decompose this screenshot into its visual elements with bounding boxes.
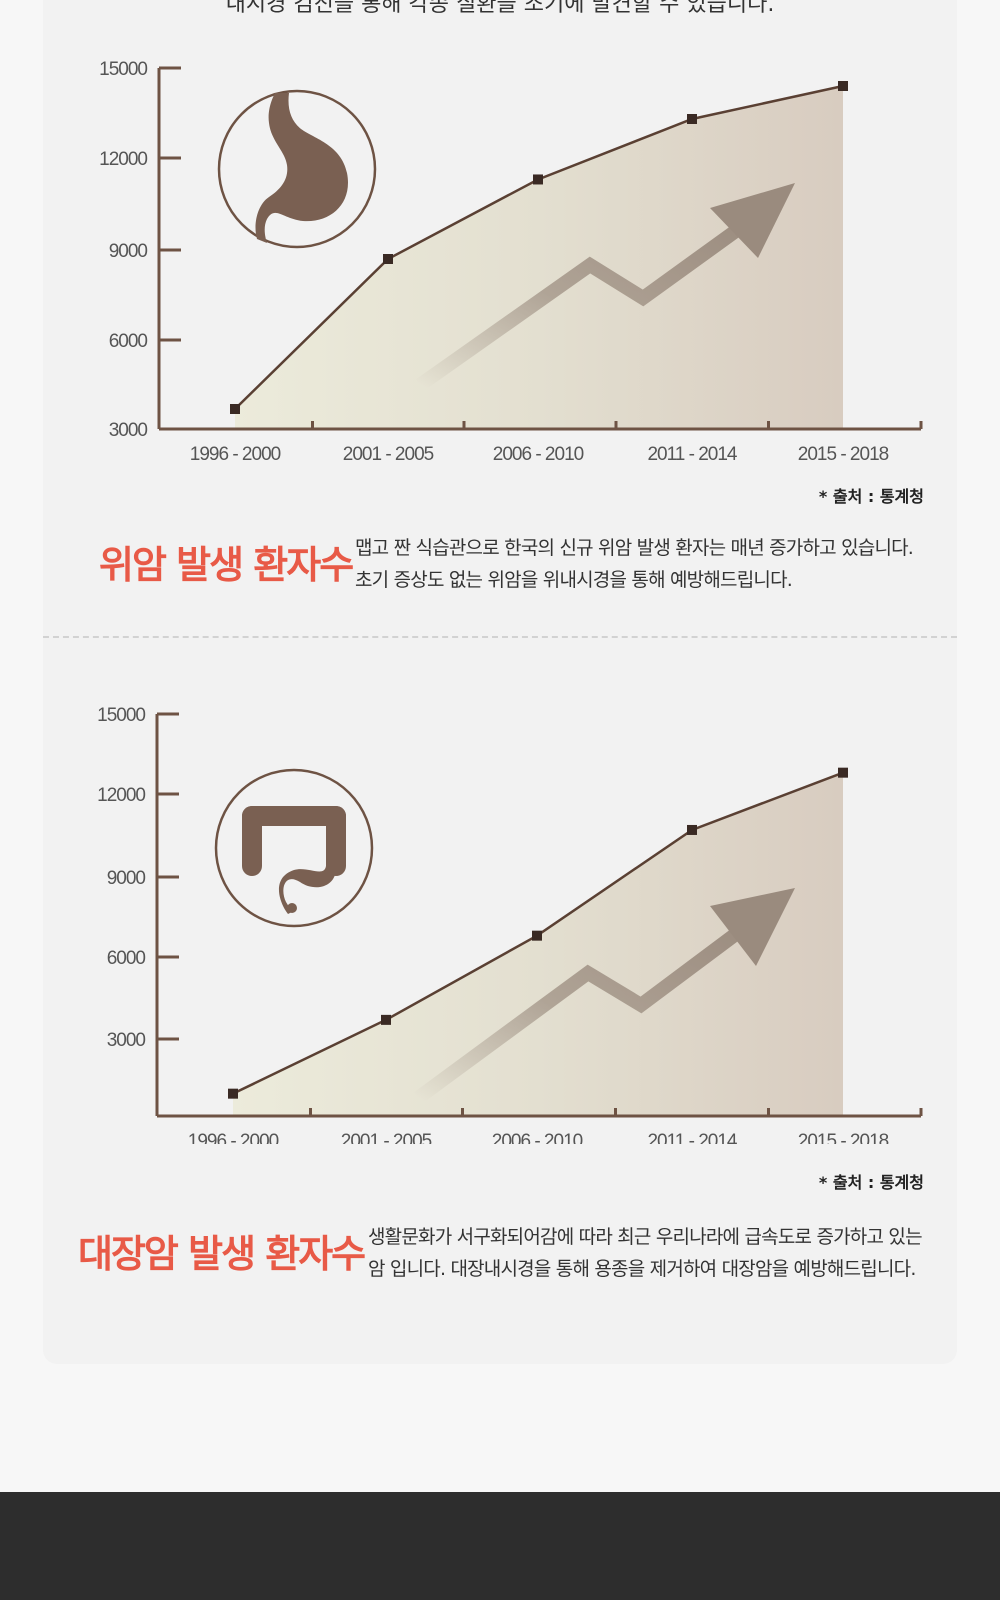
source-note: * 출처 : 통계청 bbox=[818, 1173, 924, 1192]
y-tick-label: 9000 bbox=[107, 868, 146, 889]
data-point bbox=[228, 1088, 238, 1099]
chart-description: 맵고 짠 식습관으로 한국의 신규 위암 발생 환자는 매년 증가하고 있습니다… bbox=[355, 532, 914, 596]
y-tick-label: 12000 bbox=[97, 785, 145, 806]
top-caption: 내시경 검진을 통해 각종 질환을 조기에 발견할 수 있습니다. bbox=[225, 0, 775, 17]
footer-bar bbox=[0, 1492, 1000, 1600]
area-fill bbox=[233, 772, 843, 1116]
x-tick-label: 2015 - 2018 bbox=[798, 444, 889, 465]
trend-up-arrow-icon bbox=[413, 888, 795, 1104]
data-point bbox=[230, 404, 240, 414]
description-line: 생활문화가 서구화되어감에 따라 최근 우리나라에 급속도로 증가하고 있는 bbox=[368, 1226, 923, 1248]
colon-cancer-chart: 15000 12000 9000 6000 3000 1996 - 2000 2001 - … bbox=[97, 705, 923, 1144]
x-tick-label: 1996 - 2000 bbox=[190, 444, 281, 465]
trend-up-arrow-icon bbox=[415, 183, 795, 391]
colon-icon bbox=[214, 768, 374, 928]
description-line: 초기 증상도 없는 위암을 위내시경을 통해 예방해드립니다. bbox=[355, 569, 793, 591]
data-point bbox=[532, 930, 542, 941]
source-note: * 출처 : 통계청 bbox=[818, 487, 924, 506]
x-tick-label: 2001 - 2005 bbox=[341, 1131, 432, 1144]
y-tick-label: 9000 bbox=[109, 241, 148, 262]
data-point bbox=[381, 1014, 391, 1025]
y-tick-label: 6000 bbox=[109, 331, 148, 352]
stomach-cancer-chart: 15000 12000 9000 6000 3000 1996 - 2000 2001 - … bbox=[99, 59, 923, 465]
x-tick-label: 2006 - 2010 bbox=[493, 444, 584, 465]
section-divider bbox=[43, 636, 957, 638]
area-fill bbox=[235, 86, 843, 429]
x-tick-label: 2011 - 2014 bbox=[647, 444, 737, 465]
data-point bbox=[838, 767, 848, 778]
data-point bbox=[687, 114, 697, 124]
y-tick-label: 3000 bbox=[109, 420, 148, 441]
y-tick-label: 12000 bbox=[99, 149, 147, 170]
x-tick-label: 2011 - 2014 bbox=[647, 1131, 737, 1144]
data-point bbox=[687, 824, 697, 835]
description-line: 암 입니다. 대장내시경을 통해 용종을 제거하여 대장암을 예방해드립니다. bbox=[368, 1258, 916, 1280]
description-line: 맵고 짠 식습관으로 한국의 신규 위암 발생 환자는 매년 증가하고 있습니다… bbox=[355, 537, 914, 559]
y-tick-label: 15000 bbox=[97, 705, 145, 726]
y-tick-label: 3000 bbox=[107, 1030, 146, 1051]
x-tick-label: 2015 - 2018 bbox=[798, 1131, 889, 1144]
stomach-icon bbox=[217, 89, 377, 249]
x-tick-label: 2001 - 2005 bbox=[343, 444, 434, 465]
chart-heading: 대장암 발생 환자수 bbox=[78, 1232, 366, 1276]
data-point bbox=[383, 254, 393, 264]
y-tick-label: 6000 bbox=[107, 948, 146, 969]
y-tick-label: 15000 bbox=[99, 59, 147, 80]
chart-heading: 위암 발생 환자수 bbox=[99, 543, 354, 587]
data-point bbox=[838, 81, 848, 91]
data-point bbox=[533, 174, 543, 185]
chart-description: 생활문화가 서구화되어감에 따라 최근 우리나라에 급속도로 증가하고 있는 암… bbox=[368, 1221, 923, 1285]
x-tick-label: 2006 - 2010 bbox=[492, 1131, 583, 1144]
x-tick-label: 1996 - 2000 bbox=[188, 1131, 279, 1144]
